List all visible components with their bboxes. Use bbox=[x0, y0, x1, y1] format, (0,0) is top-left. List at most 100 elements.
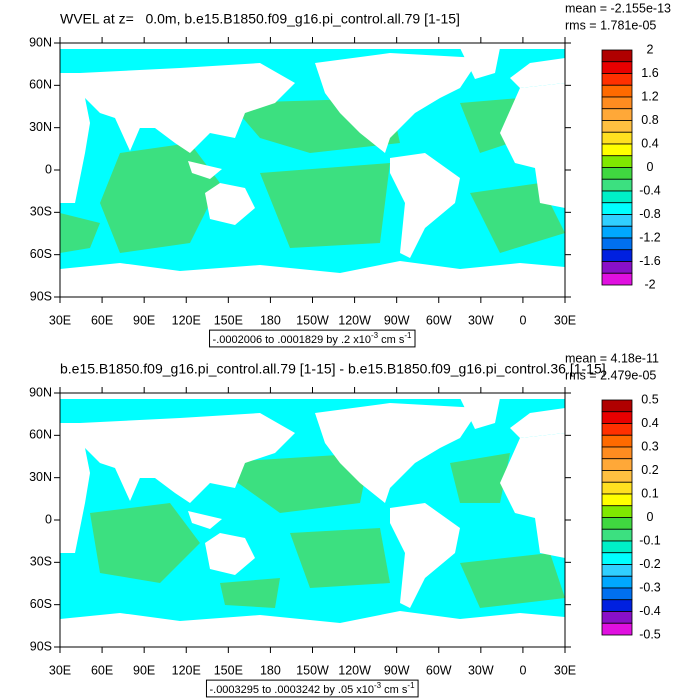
colorbar-box bbox=[601, 131, 633, 145]
y-tick-label: 30S bbox=[30, 555, 52, 569]
rms-label: rms = 2.479e-05 bbox=[565, 368, 656, 382]
x-tick-label: 90E bbox=[133, 313, 155, 327]
contour-info: -.0002006 to .0001829 by .2 x10-3 cm s-1 bbox=[213, 331, 412, 346]
map-panel: WVEL at z= 0.0m, b.e15.B1850.f09_g16.pi_… bbox=[29, 1, 671, 348]
colorbar-label: -0.3 bbox=[639, 580, 661, 594]
y-tick-label: 30N bbox=[29, 120, 52, 134]
colorbar-box bbox=[601, 622, 633, 636]
info-box bbox=[205, 679, 419, 698]
colorbar-box bbox=[601, 564, 633, 577]
colorbar-box bbox=[601, 517, 633, 530]
colorbar-box bbox=[601, 155, 633, 168]
colorbar-label: -1.6 bbox=[639, 254, 661, 268]
colorbar-label: -0.4 bbox=[639, 604, 661, 618]
colorbar-box bbox=[601, 575, 633, 589]
colorbar-box bbox=[601, 399, 633, 413]
contour-info: -.0003295 to .0003242 by .05 x10-3 cm s-… bbox=[209, 681, 415, 696]
info-text: -.0002006 to .0001829 by .2 x10 bbox=[213, 334, 371, 346]
colorbar-box bbox=[601, 237, 633, 251]
x-tick-label: 60W bbox=[426, 663, 452, 677]
colorbar-box bbox=[601, 61, 633, 74]
colorbar-box bbox=[601, 108, 633, 121]
colorbar-box bbox=[601, 178, 633, 192]
colorbar-box bbox=[601, 120, 633, 133]
colorbar-label: 1.6 bbox=[641, 66, 658, 80]
map bbox=[60, 393, 565, 647]
y-tick-label: 60S bbox=[30, 597, 52, 611]
info-box bbox=[209, 329, 416, 348]
colorbar-box bbox=[601, 599, 633, 612]
colorbar-box bbox=[601, 587, 633, 601]
colorbar-box bbox=[601, 143, 633, 157]
info-text: -.0003295 to .0003242 by .05 x10 bbox=[209, 684, 374, 696]
colorbar-box bbox=[601, 202, 633, 215]
colorbar-label: -0.5 bbox=[639, 627, 661, 641]
y-tick-label: 90S bbox=[30, 639, 52, 653]
colorbar-box bbox=[601, 96, 633, 110]
colorbar-label: 1.2 bbox=[641, 89, 658, 103]
x-tick-label: 30E bbox=[49, 313, 71, 327]
x-tick-label: 30W bbox=[468, 313, 494, 327]
colorbar-box bbox=[601, 458, 633, 471]
x-tick-label: 180 bbox=[260, 663, 281, 677]
x-tick-label: 90W bbox=[384, 313, 410, 327]
info-unit: cm s bbox=[378, 334, 405, 346]
x-tick-label: 150E bbox=[214, 313, 243, 327]
x-tick-label: 30E bbox=[554, 663, 576, 677]
colorbar-label: -1.2 bbox=[639, 230, 661, 244]
colorbar-label: -0.8 bbox=[639, 207, 661, 221]
mean-label: mean = 4.18e-11 bbox=[565, 351, 659, 365]
y-tick-label: 0 bbox=[45, 512, 52, 526]
colorbar-box bbox=[601, 249, 633, 262]
colorbar-label: 0.8 bbox=[641, 113, 658, 127]
colorbar-box bbox=[601, 446, 633, 460]
panel-title: b.e15.B1850.f09_g16.pi_control.all.79 [1… bbox=[60, 361, 606, 377]
colorbar-box bbox=[601, 481, 633, 495]
x-tick-label: 30E bbox=[49, 663, 71, 677]
colorbar-box bbox=[601, 611, 633, 624]
rms-label: rms = 1.781e-05 bbox=[565, 18, 656, 32]
x-tick-label: 120E bbox=[172, 663, 201, 677]
x-tick-label: 150E bbox=[214, 663, 243, 677]
x-tick-label: 120E bbox=[172, 313, 201, 327]
colorbar-box bbox=[601, 261, 633, 274]
y-tick-label: 60S bbox=[30, 247, 52, 261]
colorbar-box bbox=[601, 493, 633, 507]
colorbar-label: 0.1 bbox=[641, 486, 658, 500]
y-tick-label: 90N bbox=[29, 35, 52, 49]
colorbar-label: 0.2 bbox=[641, 463, 658, 477]
colorbar-box bbox=[601, 84, 633, 98]
colorbar-label: 0.5 bbox=[641, 392, 658, 406]
y-tick-label: 90N bbox=[29, 385, 52, 399]
colorbar-box bbox=[601, 552, 633, 565]
panel-title: WVEL at z= 0.0m, b.e15.B1850.f09_g16.pi_… bbox=[60, 11, 460, 27]
colorbar-box bbox=[601, 505, 633, 518]
colorbar-label: 0 bbox=[647, 510, 654, 524]
colorbar-box bbox=[601, 411, 633, 424]
x-tick-label: 30W bbox=[468, 663, 494, 677]
colorbar-box bbox=[601, 272, 633, 286]
x-tick-label: 90W bbox=[384, 663, 410, 677]
y-tick-label: 30N bbox=[29, 470, 52, 484]
colorbar-box bbox=[601, 434, 633, 448]
colorbar-label: -0.2 bbox=[639, 557, 661, 571]
colorbar-label: 0.4 bbox=[641, 416, 658, 430]
x-tick-label: 150W bbox=[296, 313, 329, 327]
map-panel: b.e15.B1850.f09_g16.pi_control.all.79 [1… bbox=[29, 351, 661, 698]
y-tick-label: 90S bbox=[30, 289, 52, 303]
info-unit-exp: -1 bbox=[407, 681, 415, 690]
info-unit: cm s bbox=[381, 684, 408, 696]
colorbar-box bbox=[601, 540, 633, 554]
y-tick-label: 30S bbox=[30, 205, 52, 219]
colorbar-box bbox=[601, 470, 633, 483]
x-tick-label: 120W bbox=[338, 663, 371, 677]
colorbar-label: -2 bbox=[644, 277, 655, 291]
x-tick-label: 0 bbox=[519, 313, 526, 327]
y-tick-label: 0 bbox=[45, 162, 52, 176]
colorbar-label: 0.3 bbox=[641, 439, 658, 453]
colorbar-box bbox=[601, 423, 633, 436]
y-tick-label: 60N bbox=[29, 78, 52, 92]
colorbar-box bbox=[601, 167, 633, 180]
x-tick-label: 60E bbox=[91, 313, 113, 327]
